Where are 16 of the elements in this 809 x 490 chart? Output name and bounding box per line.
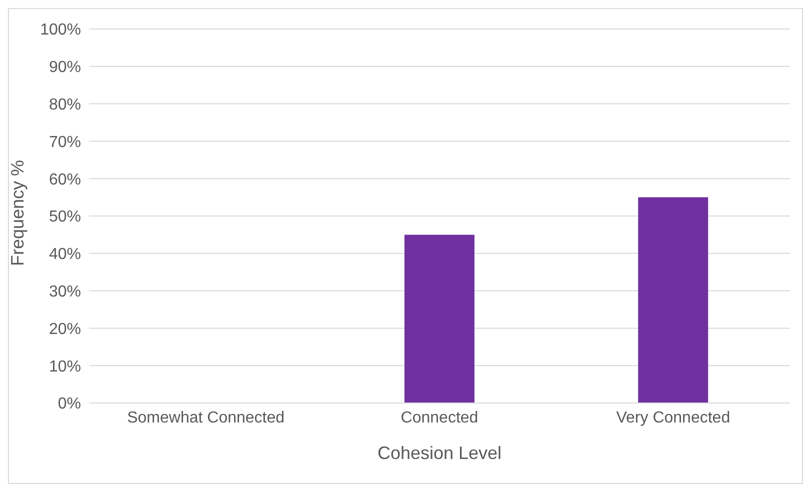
x-axis-title: Cohesion Level: [377, 443, 502, 463]
x-tick-label: Connected: [400, 409, 478, 426]
y-tick-label: 60%: [48, 171, 81, 188]
y-tick-label: 100%: [40, 22, 81, 39]
y-tick-label: 80%: [48, 96, 81, 114]
y-tick-label: 30%: [48, 283, 81, 300]
y-tick-label: 70%: [48, 134, 81, 151]
y-tick-label: 0%: [58, 396, 81, 413]
y-axis-title: Frequency %: [7, 160, 28, 266]
x-tick-label: Very Connected: [616, 409, 730, 426]
y-tick-label: 50%: [48, 208, 81, 226]
x-tick-label: Somewhat Connected: [127, 409, 285, 426]
y-tick-label: 90%: [48, 59, 81, 76]
y-tick-label: 10%: [48, 358, 81, 376]
y-tick-label: 20%: [48, 320, 81, 338]
y-tick-label: 40%: [48, 246, 81, 264]
